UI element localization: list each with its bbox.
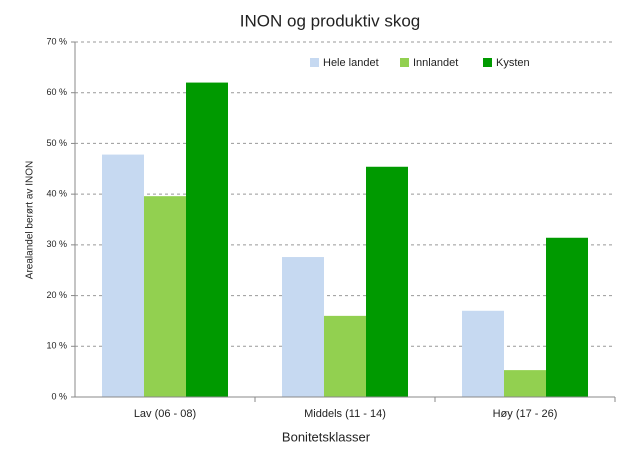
bar	[324, 315, 366, 397]
bar	[144, 196, 186, 397]
bar	[186, 82, 228, 398]
y-tick-label: 10 %	[46, 341, 67, 351]
y-tick-label: 70 %	[46, 36, 67, 46]
legend-swatch	[483, 58, 492, 67]
x-axis-label: Bonitetsklasser	[282, 429, 371, 444]
x-tick-label: Middels (11 - 14)	[304, 408, 386, 420]
legend-label: Kysten	[496, 57, 530, 69]
y-tick-label: 60 %	[46, 87, 67, 97]
legend-swatch	[400, 58, 409, 67]
legend-swatch	[310, 58, 319, 67]
y-axis-label: Arealandel berørt av INON	[25, 161, 36, 279]
x-tick-label: Høy (17 - 26)	[493, 408, 558, 420]
bar	[282, 257, 324, 397]
y-tick-label: 20 %	[46, 290, 67, 300]
y-tick-label: 0 %	[51, 391, 67, 401]
y-tick-label: 50 %	[46, 138, 67, 148]
bar	[504, 370, 546, 397]
bar	[366, 166, 408, 397]
x-tick-label: Lav (06 - 08)	[134, 408, 196, 420]
bar	[462, 310, 504, 397]
bar	[546, 237, 588, 397]
y-tick-label: 40 %	[46, 189, 67, 199]
bar	[102, 154, 144, 397]
y-tick-label: 30 %	[46, 239, 67, 249]
legend-label: Hele landet	[323, 57, 379, 69]
legend-label: Innlandet	[413, 57, 458, 69]
chart-title: INON og produktiv skog	[240, 11, 420, 30]
